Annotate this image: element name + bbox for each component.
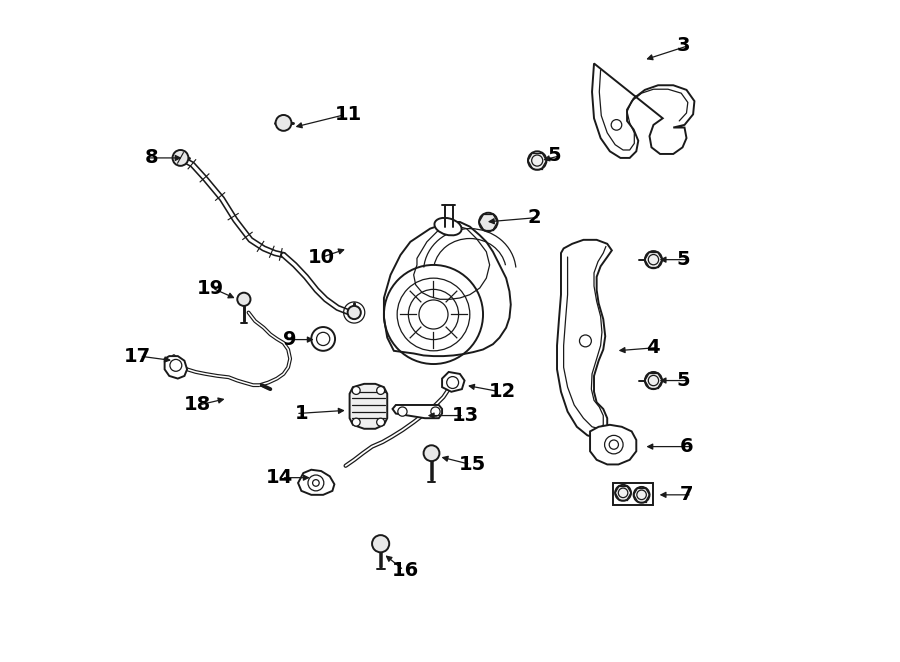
Circle shape bbox=[398, 407, 407, 416]
Polygon shape bbox=[349, 384, 387, 429]
Polygon shape bbox=[384, 222, 511, 356]
Text: 9: 9 bbox=[284, 330, 297, 349]
Text: 4: 4 bbox=[646, 338, 660, 357]
Text: 15: 15 bbox=[459, 455, 486, 474]
Text: 7: 7 bbox=[680, 485, 693, 504]
Circle shape bbox=[173, 150, 188, 166]
Text: 18: 18 bbox=[184, 395, 211, 414]
Circle shape bbox=[275, 115, 292, 131]
Circle shape bbox=[645, 251, 662, 268]
Text: 17: 17 bbox=[124, 347, 151, 365]
Polygon shape bbox=[165, 356, 187, 379]
Circle shape bbox=[238, 293, 250, 306]
Text: 10: 10 bbox=[308, 248, 335, 267]
Text: 6: 6 bbox=[680, 437, 694, 456]
Text: 12: 12 bbox=[489, 382, 516, 401]
Polygon shape bbox=[442, 372, 464, 392]
Text: 5: 5 bbox=[677, 371, 690, 390]
Circle shape bbox=[431, 407, 440, 416]
Text: 1: 1 bbox=[294, 404, 308, 423]
Circle shape bbox=[616, 485, 631, 500]
Circle shape bbox=[377, 387, 384, 395]
Circle shape bbox=[352, 387, 360, 395]
Polygon shape bbox=[592, 64, 695, 158]
Ellipse shape bbox=[435, 218, 462, 236]
Text: 11: 11 bbox=[335, 105, 362, 124]
Circle shape bbox=[347, 306, 361, 319]
Text: 5: 5 bbox=[677, 250, 690, 269]
Circle shape bbox=[352, 418, 360, 426]
Polygon shape bbox=[557, 240, 612, 438]
Text: 19: 19 bbox=[197, 279, 224, 297]
Circle shape bbox=[528, 152, 546, 170]
Circle shape bbox=[634, 487, 650, 502]
Text: 3: 3 bbox=[677, 36, 690, 55]
Text: 13: 13 bbox=[452, 406, 479, 425]
Circle shape bbox=[424, 446, 439, 461]
Circle shape bbox=[377, 418, 384, 426]
Circle shape bbox=[645, 372, 662, 389]
Circle shape bbox=[479, 213, 498, 231]
Polygon shape bbox=[298, 470, 335, 495]
Text: 16: 16 bbox=[392, 561, 419, 580]
Text: 2: 2 bbox=[528, 208, 542, 227]
Circle shape bbox=[372, 535, 389, 552]
Polygon shape bbox=[590, 425, 636, 465]
Text: 8: 8 bbox=[144, 148, 158, 167]
Text: 5: 5 bbox=[548, 146, 562, 166]
Polygon shape bbox=[392, 405, 442, 418]
Text: 14: 14 bbox=[266, 468, 293, 487]
